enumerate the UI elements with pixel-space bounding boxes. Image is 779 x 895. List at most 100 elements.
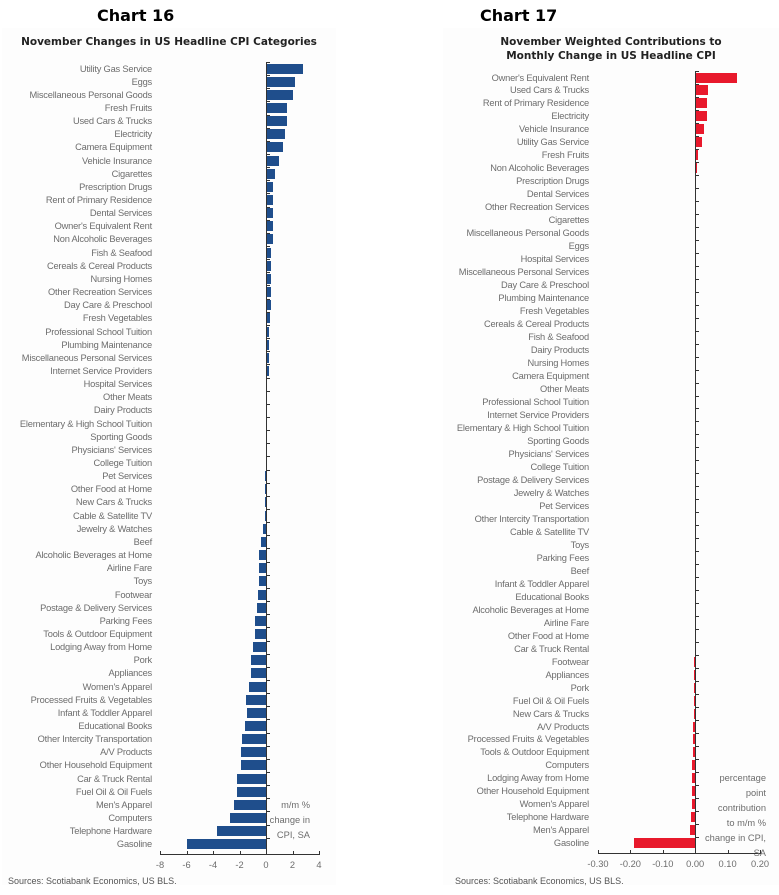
bar — [263, 523, 266, 534]
x-tick — [292, 850, 294, 855]
y-tick — [695, 758, 700, 760]
bar — [695, 111, 707, 122]
x-tick — [630, 849, 632, 854]
category-label: Plumbing Maintenance — [61, 339, 152, 350]
category-label: Camera Equipment — [512, 371, 589, 382]
y-tick — [266, 837, 270, 839]
category-label: Miscellaneous Personal Goods — [29, 89, 152, 100]
chart-title: November Weighted Contributions to Month… — [443, 35, 779, 63]
y-tick — [695, 278, 700, 280]
category-label: Educational Books — [78, 721, 152, 731]
y-tick — [695, 83, 700, 85]
y-tick — [266, 416, 270, 418]
category-label: Tools & Outdoor Equipment — [43, 628, 152, 639]
category-label: Cable & Satellite TV — [509, 526, 589, 537]
y-tick — [266, 153, 270, 155]
category-label: Day Care & Preschool — [501, 280, 589, 291]
bar — [693, 682, 696, 693]
x-tick-label: -4 — [208, 859, 218, 870]
category-label: Vehicle Insurance — [82, 155, 152, 166]
x-tick-label: 0.10 — [718, 858, 737, 869]
bar — [259, 563, 266, 574]
category-label: Fresh Vegetables — [82, 313, 152, 324]
bar — [691, 773, 696, 784]
bar — [692, 747, 696, 758]
y-tick — [266, 232, 270, 234]
y-tick — [695, 239, 700, 241]
bar — [255, 628, 266, 639]
y-tick — [266, 693, 270, 695]
bar — [693, 708, 696, 719]
category-label: Rent of Primary Residence — [482, 98, 589, 109]
y-tick — [695, 642, 700, 644]
bar — [266, 247, 272, 258]
category-label: Jewelry & Watches — [513, 487, 590, 498]
y-tick — [695, 655, 700, 657]
category-label: Other Food at Home — [507, 630, 589, 641]
category-label: Non Alcoholic Beverages — [490, 163, 589, 174]
category-label: Other Meats — [540, 384, 589, 395]
y-tick — [695, 408, 700, 410]
category-label: Fuel Oil & Oil Fuels — [512, 695, 589, 706]
y-tick — [695, 577, 700, 579]
y-tick — [266, 259, 270, 261]
bar — [236, 773, 266, 784]
y-tick — [266, 798, 270, 800]
y-tick — [266, 377, 270, 379]
y-tick — [266, 88, 270, 90]
y-tick — [695, 525, 700, 527]
category-label: Fresh Fruits — [104, 102, 152, 113]
bar — [234, 799, 266, 810]
bar — [230, 813, 266, 824]
bar — [266, 313, 270, 324]
y-tick — [695, 720, 700, 721]
y-tick — [695, 434, 700, 436]
x-tick-label: -6 — [182, 859, 191, 870]
category-label: Miscellaneous Personal Services — [21, 352, 152, 363]
category-label: Car & Truck Rental — [77, 773, 152, 784]
bar — [251, 668, 266, 679]
bar — [240, 747, 266, 758]
y-tick — [266, 824, 270, 826]
axis-unit-line: to m/m % — [726, 818, 766, 828]
category-label: Fuel Oil & Oil Fuels — [75, 786, 152, 797]
chart-source: Sources: Scotiabank Economics, US BLS. — [455, 876, 624, 886]
category-label: Hospital Services — [83, 379, 153, 390]
bar — [256, 602, 266, 613]
y-tick — [266, 772, 270, 774]
category-label: Processed Fruits & Vegetables — [30, 694, 153, 705]
category-label: Parking Fees — [536, 552, 590, 563]
category-label: Other Recreation Services — [484, 202, 589, 213]
x-tick — [760, 849, 761, 854]
category-label: Fish & Seafood — [91, 247, 152, 258]
bar — [695, 150, 699, 161]
y-tick — [266, 101, 270, 103]
bar — [690, 825, 696, 836]
y-tick — [695, 343, 700, 345]
y-tick — [266, 706, 270, 708]
category-label: Electricity — [551, 111, 589, 122]
y-tick — [695, 590, 700, 592]
category-label: Alcoholic Beverages at Home — [35, 550, 152, 561]
bar — [186, 839, 266, 850]
y-tick — [266, 272, 270, 274]
y-tick — [266, 601, 270, 603]
category-label: Women's Apparel — [519, 799, 590, 810]
y-tick — [695, 694, 700, 696]
x-tick-label: -2 — [235, 859, 244, 870]
axis-unit-note: m/m % change in CPI, SA — [262, 798, 310, 843]
bar — [266, 129, 285, 140]
bar — [692, 734, 696, 745]
category-label: Sporting Goods — [527, 435, 589, 446]
bar — [691, 786, 696, 797]
category-label: Gasoline — [116, 839, 152, 850]
y-tick — [695, 538, 700, 540]
bar — [266, 142, 284, 153]
y-tick — [266, 364, 270, 366]
y-tick — [266, 640, 270, 642]
bar — [260, 536, 266, 547]
category-label: New Cars & Trucks — [75, 497, 152, 508]
y-tick — [695, 213, 700, 215]
bar — [258, 589, 266, 600]
y-tick — [695, 421, 700, 423]
